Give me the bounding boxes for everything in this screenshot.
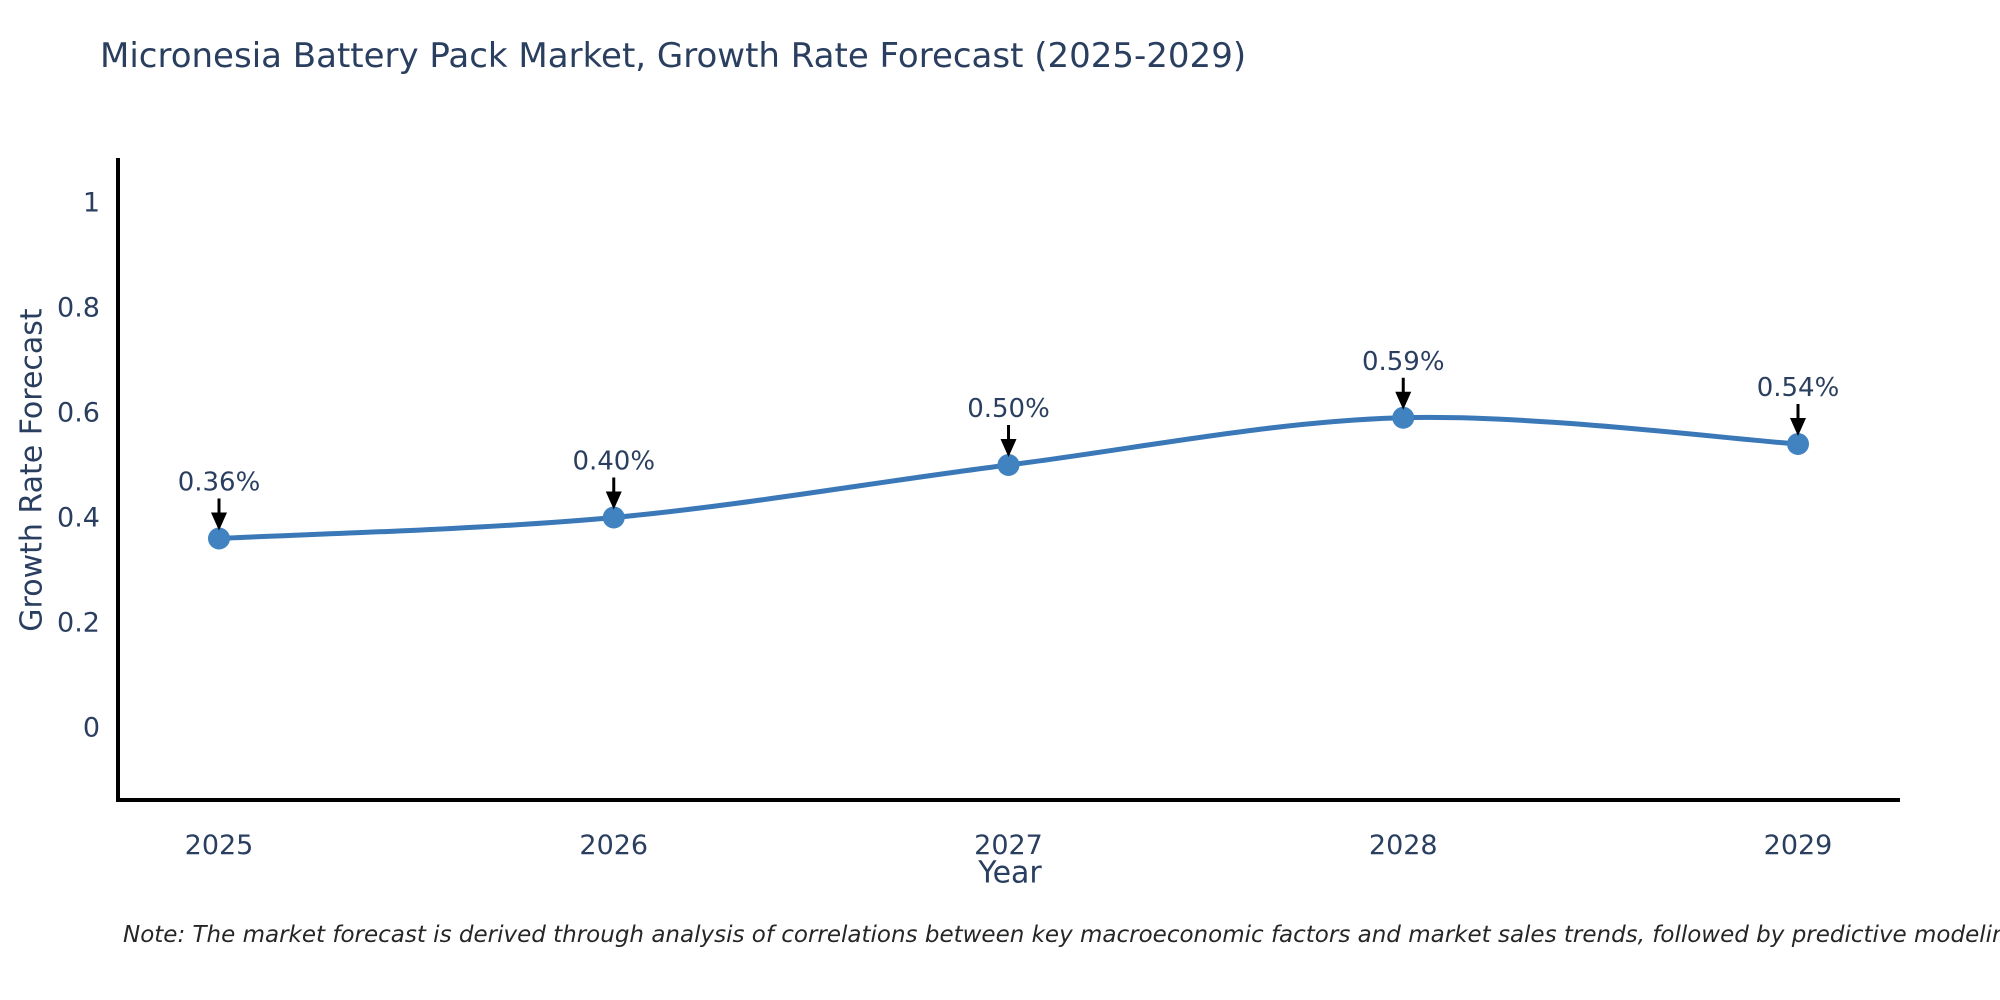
chart-title: Micronesia Battery Pack Market, Growth R… <box>100 36 1247 76</box>
y-tick-label: 0.2 <box>57 608 100 639</box>
data-point-marker <box>602 506 625 529</box>
data-point-marker <box>1392 406 1415 429</box>
annotation-arrow-head <box>211 512 227 531</box>
data-point-label: 0.50% <box>967 394 1050 424</box>
x-tick-label: 2028 <box>1369 830 1438 861</box>
y-tick-label: 0.8 <box>57 293 100 324</box>
x-tick-label: 2025 <box>185 830 254 861</box>
y-tick-label: 0.4 <box>57 503 100 534</box>
data-point-marker <box>208 527 230 550</box>
data-point-marker <box>1787 433 1809 455</box>
annotation-arrow-head <box>605 491 622 510</box>
y-tick-label: 1 <box>83 188 100 219</box>
data-point-label: 0.36% <box>178 468 261 498</box>
y-tick-label: 0 <box>83 713 100 744</box>
x-tick-label: 2029 <box>1764 830 1833 861</box>
data-point-label: 0.40% <box>572 447 655 477</box>
annotation-arrow-head <box>1000 439 1017 457</box>
x-tick-label: 2027 <box>974 830 1043 861</box>
footnote: Note: The market forecast is derived thr… <box>123 922 2000 948</box>
annotation-arrow-head <box>1395 391 1412 410</box>
data-point-marker <box>997 454 1020 476</box>
x-tick-label: 2026 <box>579 830 648 861</box>
data-point-label: 0.59% <box>1362 347 1445 377</box>
annotation-arrow-head <box>1790 418 1806 436</box>
x-axis-title: Year <box>978 855 1042 891</box>
data-point-label: 0.54% <box>1757 373 1840 403</box>
y-tick-label: 0.6 <box>57 398 100 429</box>
